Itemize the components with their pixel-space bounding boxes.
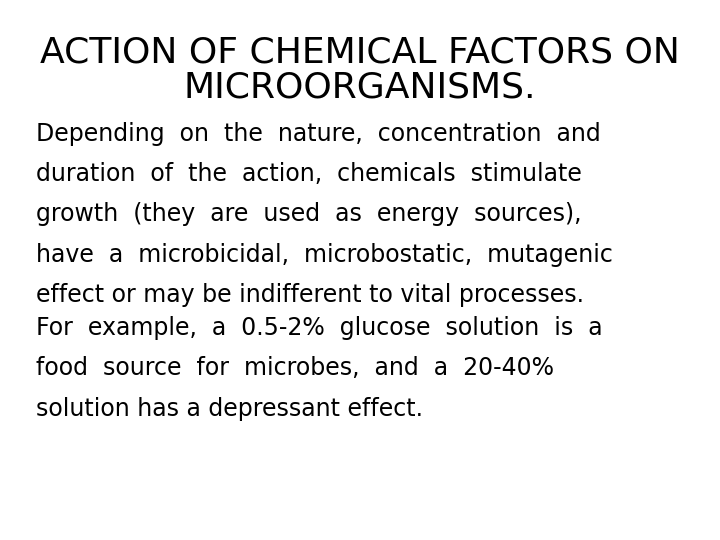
Text: For  example,  a  0.5-2%  glucose  solution  is  a: For example, a 0.5-2% glucose solution i… [36, 316, 603, 340]
Text: food  source  for  microbes,  and  a  20-40%: food source for microbes, and a 20-40% [36, 356, 554, 380]
Text: effect or may be indifferent to vital processes.: effect or may be indifferent to vital pr… [36, 284, 584, 307]
Text: MICROORGANISMS.: MICROORGANISMS. [184, 70, 536, 104]
Text: Depending  on  the  nature,  concentration  and: Depending on the nature, concentration a… [36, 122, 600, 145]
Text: solution has a depressant effect.: solution has a depressant effect. [36, 397, 423, 421]
Text: have  a  microbicidal,  microbostatic,  mutagenic: have a microbicidal, microbostatic, muta… [36, 243, 613, 267]
Text: ACTION OF CHEMICAL FACTORS ON: ACTION OF CHEMICAL FACTORS ON [40, 35, 680, 69]
Text: duration  of  the  action,  chemicals  stimulate: duration of the action, chemicals stimul… [36, 162, 582, 186]
Text: growth  (they  are  used  as  energy  sources),: growth (they are used as energy sources)… [36, 202, 582, 226]
